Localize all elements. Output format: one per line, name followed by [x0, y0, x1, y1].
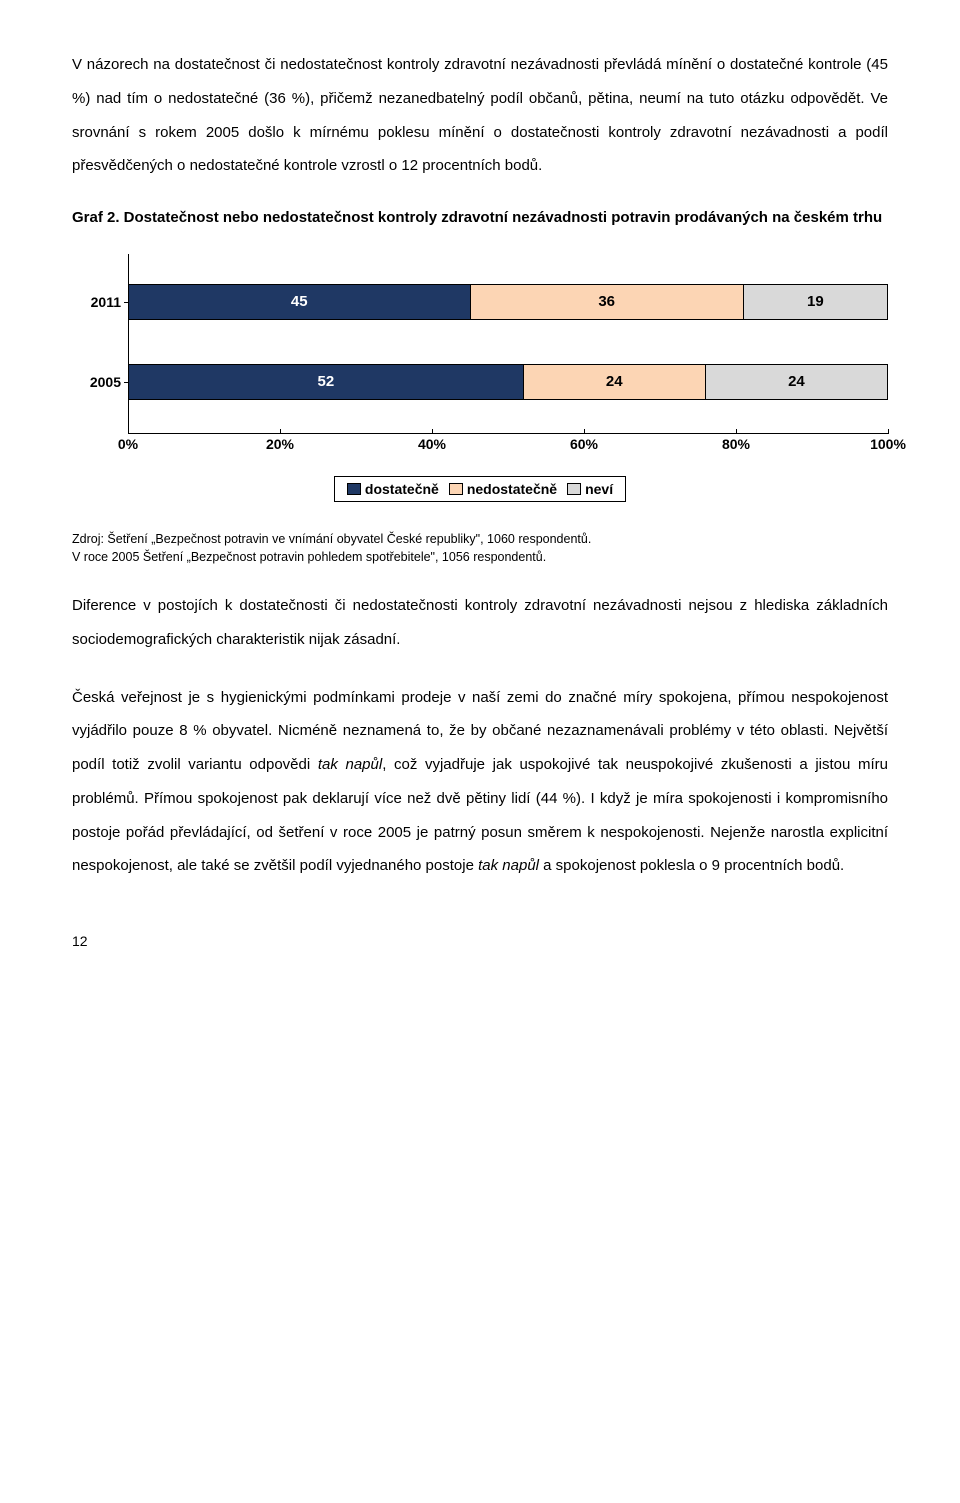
chart-bar-segment: 52 [129, 365, 524, 399]
paragraph-1: V názorech na dostatečnost či nedostateč… [72, 48, 888, 183]
chart-legend: dostatečně nedostatečně neví [334, 476, 626, 502]
legend-swatch [567, 483, 581, 495]
legend-item: nedostatečně [449, 481, 557, 497]
chart-x-label: 60% [570, 436, 598, 452]
chart-container: 20114536192005522424 0%20%40%60%80%100% … [72, 254, 888, 502]
chart-source-note: Zdroj: Šetření „Bezpečnost potravin ve v… [72, 530, 888, 568]
legend-swatch [449, 483, 463, 495]
legend-label: nedostatečně [467, 481, 557, 497]
source-line-1: Zdroj: Šetření „Bezpečnost potravin ve v… [72, 532, 591, 546]
chart-y-label: 2005 [73, 374, 121, 390]
chart-bar-segment: 36 [471, 285, 744, 319]
chart-x-label: 20% [266, 436, 294, 452]
chart-x-label: 80% [722, 436, 750, 452]
chart-title: Graf 2. Dostatečnost nebo nedostatečnost… [72, 207, 888, 230]
source-line-2: V roce 2005 Šetření „Bezpečnost potravin… [72, 550, 546, 564]
chart-bar-row: 453619 [129, 284, 888, 320]
chart-bar-segment: 24 [524, 365, 706, 399]
chart-bar-segment: 24 [706, 365, 888, 399]
legend-item: dostatečně [347, 481, 439, 497]
legend-label: dostatečně [365, 481, 439, 497]
chart-y-label: 2011 [73, 294, 121, 310]
page-number: 12 [72, 933, 888, 949]
chart-bar-row: 522424 [129, 364, 888, 400]
legend-label: neví [585, 481, 613, 497]
chart-x-label: 0% [118, 436, 138, 452]
chart-plot-area: 20114536192005522424 [128, 254, 888, 434]
legend-swatch [347, 483, 361, 495]
chart-x-axis: 0%20%40%60%80%100% [128, 434, 888, 456]
paragraph-3: Česká veřejnost je s hygienickými podmín… [72, 681, 888, 884]
chart-x-label: 40% [418, 436, 446, 452]
chart-bar-segment: 45 [129, 285, 471, 319]
chart-x-label: 100% [870, 436, 906, 452]
chart-bar-segment: 19 [744, 285, 888, 319]
legend-item: neví [567, 481, 613, 497]
paragraph-2: Diference v postojích k dostatečnosti či… [72, 589, 888, 657]
